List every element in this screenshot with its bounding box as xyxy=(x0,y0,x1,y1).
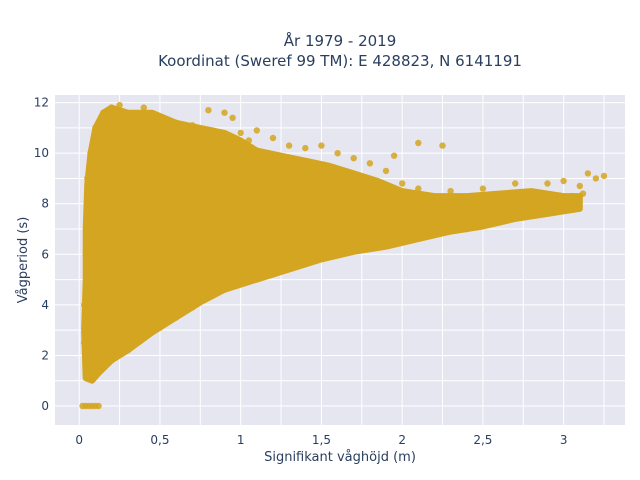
y-tick-label: 2 xyxy=(41,348,49,362)
data-point xyxy=(568,192,575,200)
data-point xyxy=(84,200,91,207)
data-point xyxy=(229,114,236,122)
data-point xyxy=(269,268,277,276)
data-points xyxy=(79,101,608,410)
data-point xyxy=(390,152,398,159)
data-point xyxy=(560,203,567,210)
data-point xyxy=(80,301,88,309)
data-point xyxy=(124,112,131,119)
x-tick-label: 1 xyxy=(237,433,245,447)
data-point xyxy=(156,324,164,331)
data-point xyxy=(592,175,600,182)
chart-title-line-2: Koordinat (Sweref 99 TM): E 428823, N 61… xyxy=(158,52,522,70)
data-point xyxy=(92,124,99,132)
data-point xyxy=(108,104,115,111)
chart-title-line-1: År 1979 - 2019 xyxy=(284,31,397,50)
data-point xyxy=(600,172,608,180)
data-point xyxy=(528,210,535,218)
x-tick-label: 0 xyxy=(75,433,83,447)
data-point xyxy=(189,304,196,311)
data-point xyxy=(415,139,422,147)
data-point xyxy=(512,180,519,187)
data-point xyxy=(269,134,277,142)
data-point xyxy=(463,225,470,233)
data-point xyxy=(237,278,244,286)
data-point xyxy=(95,367,102,374)
y-axis-title: Vågperiod (s) xyxy=(16,217,31,304)
y-tick-labels: 0 2 4 6 8 10 12 xyxy=(34,96,49,413)
data-point xyxy=(164,119,172,127)
data-point xyxy=(221,286,228,293)
data-point xyxy=(140,334,147,341)
data-point xyxy=(439,142,446,149)
data-point xyxy=(382,167,390,175)
data-point xyxy=(350,155,357,162)
data-point xyxy=(285,142,293,149)
data-point xyxy=(334,251,341,258)
data-point xyxy=(108,357,115,364)
data-point xyxy=(366,160,374,167)
y-tick-label: 10 xyxy=(34,146,49,160)
x-tick-labels: 0 0,5 1 1,5 2 2,5 3 xyxy=(75,433,567,447)
y-tick-label: 12 xyxy=(34,96,49,110)
data-point xyxy=(82,251,89,258)
y-tick-label: 8 xyxy=(41,197,49,211)
data-point xyxy=(579,190,587,197)
data-point xyxy=(245,137,252,144)
y-tick-label: 6 xyxy=(41,247,49,261)
data-point xyxy=(140,104,147,111)
data-point xyxy=(415,185,422,192)
data-point xyxy=(124,347,131,354)
data-point xyxy=(366,243,374,250)
data-point xyxy=(334,150,341,157)
data-point xyxy=(100,362,107,369)
data-point xyxy=(205,107,212,114)
data-point xyxy=(479,185,487,192)
data-point xyxy=(399,180,406,187)
data-point xyxy=(172,119,180,127)
data-point xyxy=(495,218,503,225)
data-point xyxy=(116,101,123,109)
data-point xyxy=(84,370,91,377)
data-point xyxy=(100,109,107,116)
y-tick-label: 4 xyxy=(41,298,49,312)
data-point xyxy=(172,314,180,321)
data-point xyxy=(447,187,454,195)
data-point xyxy=(302,258,309,266)
data-point xyxy=(544,180,551,187)
data-point xyxy=(253,127,260,134)
x-tick-label: 2 xyxy=(398,433,406,447)
data-point xyxy=(221,109,228,116)
data-point xyxy=(80,339,88,346)
data-point xyxy=(189,122,196,129)
data-point xyxy=(156,114,164,122)
data-point xyxy=(84,175,91,182)
data-point xyxy=(399,238,406,245)
data-point xyxy=(87,150,94,157)
data-point xyxy=(237,129,244,137)
data-point xyxy=(560,177,567,185)
data-point xyxy=(95,402,102,410)
data-point xyxy=(576,182,583,190)
x-tick-label: 2,5 xyxy=(473,433,492,447)
y-tick-label: 0 xyxy=(41,399,49,413)
data-point xyxy=(318,142,325,149)
data-point xyxy=(205,294,212,301)
x-tick-label: 3 xyxy=(560,433,568,447)
data-point xyxy=(302,144,309,152)
data-point xyxy=(431,230,438,238)
x-tick-label: 1,5 xyxy=(312,433,331,447)
x-tick-label: 0,5 xyxy=(150,433,169,447)
data-point xyxy=(88,372,96,379)
data-point xyxy=(584,170,592,177)
x-axis-title: Signifikant våghöjd (m) xyxy=(264,450,416,465)
